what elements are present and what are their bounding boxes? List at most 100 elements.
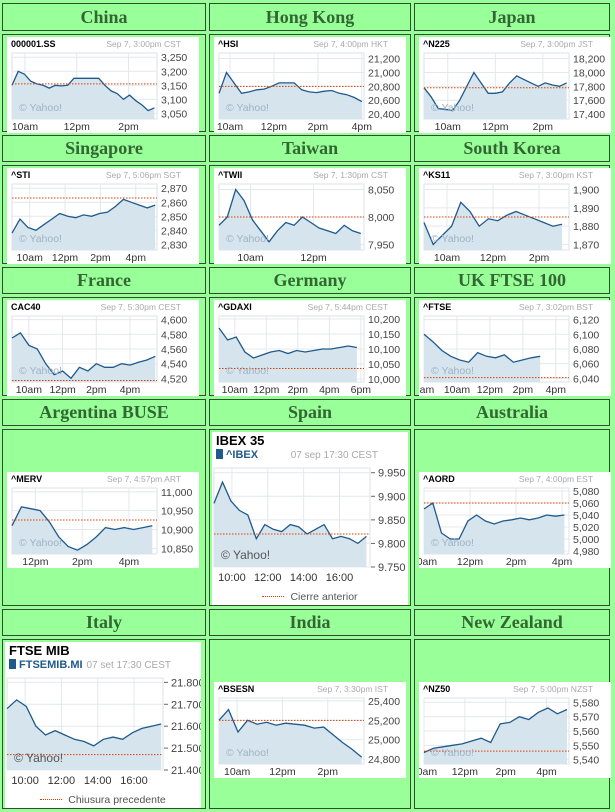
x-tick-label: 10am xyxy=(217,121,244,133)
price-area xyxy=(424,708,567,764)
chart-cell: ^AORD Sep 7, 4:00pm EST 10am 12pm 2pm 4pm 5,08… xyxy=(414,429,611,606)
yahoo-watermark: © Yahoo! xyxy=(19,537,62,549)
yahoo-watermark: © Yahoo! xyxy=(226,102,269,114)
region-title: South Korea xyxy=(414,135,610,162)
y-tick-label: 5,560 xyxy=(573,726,599,738)
region-title: Taiwan xyxy=(209,135,411,162)
region-title: UK FTSE 100 xyxy=(414,267,610,294)
timestamp: Sep 7, 5:06pm SGT xyxy=(105,170,181,180)
timestamp: Sep 7, 3:02pm BST xyxy=(518,302,593,312)
y-tick-label: 4,520 xyxy=(161,373,187,385)
x-tick-label: 8am xyxy=(419,384,434,396)
y-tick-label: 11,000 xyxy=(161,487,192,499)
stock-chart-ks11[interactable]: ^KS11 Sep 7, 3:00pm KST 10am 12pm 2pm 1,900 1,… xyxy=(419,168,611,264)
stock-chart-merv[interactable]: ^MERV Sep 7, 4:57pm ART 12pm 2pm 4pm 11,000 10… xyxy=(7,472,199,568)
x-tick-label: 16:00 xyxy=(326,572,354,584)
chart-cell: ^KS11 Sep 7, 3:00pm KST 10am 12pm 2pm 1,900 1,… xyxy=(414,165,611,264)
y-tick-label: 9.750 xyxy=(378,562,406,574)
x-tick-label: 12pm xyxy=(452,766,479,778)
price-line xyxy=(218,188,362,243)
y-tick-label: 10,100 xyxy=(368,344,400,356)
timestamp: Sep 7, 3:30pm IST xyxy=(317,684,388,694)
stock-chart-000001ss[interactable]: 000001.SS Sep 7, 3:00pm CST 10am 12pm 2pm 3,2… xyxy=(7,37,199,133)
region-title: Singapore xyxy=(2,135,206,162)
y-tick-label: 20,400 xyxy=(368,109,400,121)
y-tick-label: 3,150 xyxy=(161,80,187,92)
x-tick-label: 10am xyxy=(17,252,44,264)
chart-cell: ^N225 Sep 7, 3:00pm JST 10am 12pm 2pm 18,200 1… xyxy=(414,34,611,133)
yahoo-watermark: © Yahoo! xyxy=(431,537,474,549)
price-line xyxy=(11,506,153,551)
yahoo-watermark: © Yahoo! xyxy=(19,233,62,245)
stock-chart-cac40[interactable]: CAC40 Sep 7, 5:30pm CEST 10am 12pm 2pm 4pm 4,6… xyxy=(7,300,199,396)
y-tick-label: 5,540 xyxy=(573,755,599,767)
x-tick-label: 2pm xyxy=(529,252,550,264)
y-tick-label: 4,980 xyxy=(573,546,599,558)
y-tick-label: 1,890 xyxy=(573,203,599,215)
symbol-label: ^IBEX xyxy=(216,449,258,461)
x-tick-label: 12pm xyxy=(253,384,280,396)
symbol-label: ^FTSE xyxy=(423,302,452,312)
price-line xyxy=(218,708,363,758)
price-area xyxy=(424,202,563,250)
region-title: Japan xyxy=(414,3,610,31)
x-tick-label: 12pm xyxy=(269,766,296,778)
y-tick-label: 10,950 xyxy=(161,506,193,518)
chart-svg: 10am 12pm 2pm 1,900 1,890 1,880 1,870 © Yahoo! xyxy=(423,183,599,264)
region-title: France xyxy=(2,267,206,294)
x-tick-label: 2pm xyxy=(533,121,554,133)
stock-chart-ftsemibmi[interactable]: FTSE MIB FTSEMIB.MI 07 set 17:30 CEST 10:00… xyxy=(5,642,201,808)
price-line xyxy=(218,71,363,103)
region-title: New Zealand xyxy=(414,609,610,636)
y-tick-label: 9.900 xyxy=(378,491,406,503)
symbol-label: 000001.SS xyxy=(11,39,56,49)
symbol-label: ^NZ50 xyxy=(423,684,451,694)
x-tick-label: 10am xyxy=(224,766,251,778)
stock-chart-sti[interactable]: ^STI Sep 7, 5:06pm SGT 10am 12pm 2pm 4pm 2,870… xyxy=(7,168,199,264)
chart-svg: 8am 10am 12pm 2pm 4pm 6,120 6,100 6,080 6,060 6,0… xyxy=(419,315,599,396)
symbol-label: FTSEMIB.MI xyxy=(9,659,83,671)
timestamp: Sep 7, 1:30pm CST xyxy=(313,170,388,180)
chart-cell: ^HSI Sep 7, 4:00pm HKT 10am 12pm 2pm 4pm 21,20… xyxy=(209,34,411,133)
x-tick-label: 4pm xyxy=(120,384,141,396)
y-tick-label: 2,870 xyxy=(161,183,187,195)
y-tick-label: 5,080 xyxy=(573,486,599,498)
timestamp: Sep 7, 5:44pm CEST xyxy=(307,302,388,312)
chart-svg: 10:00 12:00 14:00 16:00 21.800 21.700 21.600 21… xyxy=(6,677,201,787)
region-title: Hong Kong xyxy=(209,3,411,31)
stock-chart-ibex[interactable]: IBEX 35 ^IBEX 07 sep 17:30 CEST 10:00 12:00 1… xyxy=(212,432,408,605)
price-area xyxy=(424,334,541,382)
stock-chart-hsi[interactable]: ^HSI Sep 7, 4:00pm HKT 10am 12pm 2pm 4pm 21,20… xyxy=(214,37,406,133)
y-tick-label: 5,570 xyxy=(573,712,599,724)
y-tick-label: 6,080 xyxy=(573,344,599,356)
price-line xyxy=(423,201,563,246)
chart-cell: ^MERV Sep 7, 4:57pm ART 12pm 2pm 4pm 11,000 10… xyxy=(2,429,206,606)
stock-chart-twii[interactable]: ^TWII Sep 7, 1:30pm CST 10am 12pm 8,050 8,000… xyxy=(214,168,406,264)
y-tick-label: 2,850 xyxy=(161,211,187,223)
stock-chart-gdaxi[interactable]: ^GDAXI Sep 7, 5:44pm CEST 10am 12pm 2pm 4pm 6p… xyxy=(214,300,406,396)
x-tick-label: 10am xyxy=(435,121,462,133)
symbol-label: ^N225 xyxy=(423,39,450,49)
y-tick-label: 6,040 xyxy=(573,373,599,385)
yahoo-watermark: © Yahoo! xyxy=(226,747,269,759)
stock-chart-n225[interactable]: ^N225 Sep 7, 3:00pm JST 10am 12pm 2pm 18,200 1… xyxy=(419,37,611,133)
yahoo-watermark: © Yahoo! xyxy=(14,751,63,765)
y-tick-label: 9.850 xyxy=(378,515,406,527)
stock-chart-bsesn[interactable]: ^BSESN Sep 7, 3:30pm IST 10am 12pm 2pm 25,400… xyxy=(214,682,406,778)
timestamp: Sep 7, 5:30pm CEST xyxy=(100,302,181,312)
chart-cell: 000001.SS Sep 7, 3:00pm CST 10am 12pm 2pm 3,2… xyxy=(2,34,206,133)
stock-chart-ftse[interactable]: ^FTSE Sep 7, 3:02pm BST 8am 10am 12pm 2pm 4pm 6… xyxy=(419,300,611,396)
region-title: Germany xyxy=(209,267,411,294)
previous-close-legend: Chiusura precedente xyxy=(5,794,201,806)
x-tick-label: 12pm xyxy=(261,121,288,133)
chart-cell: CAC40 Sep 7, 5:30pm CEST 10am 12pm 2pm 4pm 4,6… xyxy=(2,297,206,396)
y-tick-label: 10,900 xyxy=(161,524,193,536)
stock-chart-aord[interactable]: ^AORD Sep 7, 4:00pm EST 10am 12pm 2pm 4pm 5,08… xyxy=(419,472,611,568)
y-tick-label: 10,000 xyxy=(368,374,400,386)
stock-chart-nz50[interactable]: ^NZ50 Sep 7, 5:00pm NZST 10am 12pm 2pm 4pm 5,5… xyxy=(419,682,611,778)
y-tick-label: 21.500 xyxy=(171,743,201,755)
x-tick-label: 10am xyxy=(237,252,264,264)
yahoo-watermark: © Yahoo! xyxy=(431,102,474,114)
y-tick-label: 5,060 xyxy=(573,498,599,510)
